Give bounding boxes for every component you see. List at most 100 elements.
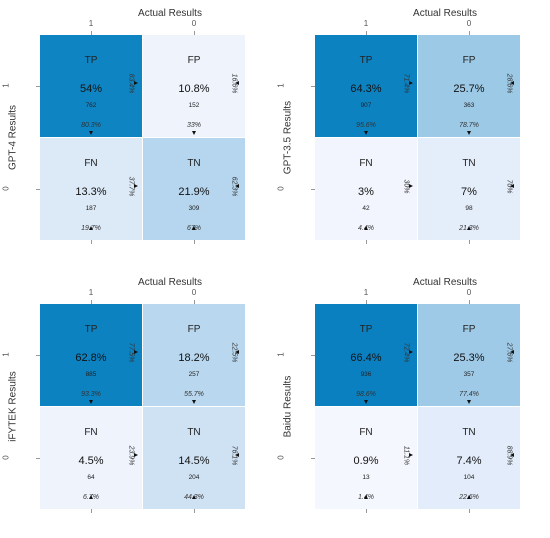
arrow-left-icon: [235, 453, 239, 457]
matrix-cell-fp: FP 25.7% 363 28.6% 78.7%: [418, 35, 520, 137]
x-tick-mark: [91, 31, 92, 35]
column-percent: 78.7%: [459, 122, 479, 129]
cell-label: TP: [84, 324, 98, 335]
x-tick-label: 0: [191, 288, 197, 297]
x-tick-label: 0: [466, 288, 472, 297]
y-tick-label: 1: [1, 83, 11, 88]
matrix-cell-tn: TN 7% 98 70% 21.3%: [418, 138, 520, 240]
x-axis-title: Actual Results: [138, 277, 202, 288]
arrow-down-icon: [89, 131, 93, 135]
matrix-grid: TP 66.4% 936 72.4% 98.6% FP 25.3% 357 27.6% 77.4%…: [315, 304, 520, 509]
y-axis-title: GPT-3.5 Results: [282, 100, 294, 175]
x-tick-mark-bottom: [469, 509, 470, 513]
matrix-cell-fn: FN 3% 42 30% 4.4%: [315, 138, 417, 240]
cell-label: FP: [462, 55, 476, 66]
y-tick-mark: [311, 458, 315, 459]
cell-count: 204: [188, 474, 200, 481]
cell-count: 363: [463, 102, 475, 109]
cell-count: 104: [463, 474, 475, 481]
cell-count: 357: [463, 371, 475, 378]
cell-count: 152: [188, 102, 200, 109]
cell-label: FN: [84, 427, 98, 438]
arrow-down-icon: [467, 131, 471, 135]
x-tick-mark-bottom: [469, 240, 470, 244]
confusion-matrix-panel: Actual Results Baidu Results 1 0 1 0 TP 66.4% 93…: [275, 269, 550, 538]
matrix-grid: TP 62.8% 885 77.5% 93.3% FP 18.2% 257 22.5% 55.7%…: [40, 304, 245, 509]
cell-label: TP: [359, 55, 373, 66]
column-percent: 55.7%: [184, 391, 204, 398]
x-tick-label: 1: [363, 19, 369, 28]
x-axis-title: Actual Results: [413, 8, 477, 19]
x-tick-mark: [366, 300, 367, 304]
cell-percent: 13.3%: [75, 186, 107, 198]
cell-label: TN: [187, 427, 201, 438]
y-tick-label: 0: [1, 455, 11, 460]
arrow-down-icon: [192, 400, 196, 404]
matrix-cell-tp: TP 64.3% 907 71.4% 95.6%: [315, 35, 417, 137]
cell-percent: 54%: [79, 83, 103, 95]
cell-label: FP: [187, 324, 201, 335]
matrix-cell-fn: FN 0.9% 13 11.1% 1.4%: [315, 407, 417, 509]
matrix-cell-fp: FP 18.2% 257 22.5% 55.7%: [143, 304, 245, 406]
cell-percent: 0.9%: [353, 455, 379, 467]
y-tick-mark: [36, 355, 40, 356]
cell-count: 13: [362, 474, 370, 481]
arrow-left-icon: [510, 350, 514, 354]
arrow-right-icon: [409, 184, 413, 188]
arrow-left-icon: [235, 350, 239, 354]
matrix-cell-fn: FN 13.3% 187 37.7% 19.7%: [40, 138, 142, 240]
cell-label: FN: [359, 158, 373, 169]
cell-percent: 7%: [461, 186, 477, 198]
matrix-cell-tp: TP 66.4% 936 72.4% 98.6%: [315, 304, 417, 406]
cell-count: 64: [87, 474, 95, 481]
arrow-up-icon: [192, 495, 196, 499]
column-percent: 77.4%: [459, 391, 479, 398]
x-tick-label: 1: [363, 288, 369, 297]
cell-percent: 7.4%: [456, 455, 482, 467]
arrow-left-icon: [235, 184, 239, 188]
y-tick-label: 0: [1, 186, 11, 191]
y-tick-mark: [36, 458, 40, 459]
y-tick-label: 1: [1, 352, 11, 357]
cell-label: TP: [359, 324, 373, 335]
x-tick-mark: [194, 31, 195, 35]
cell-count: 42: [362, 205, 370, 212]
cell-percent: 21.9%: [178, 186, 210, 198]
cell-percent: 18.2%: [178, 352, 210, 364]
arrow-up-icon: [467, 226, 471, 230]
cell-count: 98: [465, 205, 473, 212]
x-tick-label: 0: [191, 19, 197, 28]
cell-percent: 4.5%: [78, 455, 104, 467]
column-percent: 33%: [186, 122, 201, 129]
y-tick-mark: [36, 86, 40, 87]
arrow-down-icon: [364, 400, 368, 404]
cell-percent: 64.3%: [350, 83, 382, 95]
matrix-cell-tp: TP 62.8% 885 77.5% 93.3%: [40, 304, 142, 406]
arrow-up-icon: [192, 226, 196, 230]
cell-label: FN: [84, 158, 98, 169]
arrow-down-icon: [192, 131, 196, 135]
y-axis-title: Baidu Results: [282, 375, 294, 438]
cell-label: FP: [187, 55, 201, 66]
arrow-up-icon: [467, 495, 471, 499]
y-tick-label: 0: [276, 455, 286, 460]
y-tick-label: 1: [276, 352, 286, 357]
cell-percent: 62.8%: [75, 352, 107, 364]
arrow-left-icon: [510, 453, 514, 457]
arrow-right-icon: [134, 453, 138, 457]
arrow-right-icon: [134, 184, 138, 188]
cell-label: FP: [462, 324, 476, 335]
matrix-cell-tn: TN 7.4% 104 88.9% 22.6%: [418, 407, 520, 509]
matrix-cell-tp: TP 54% 762 83.4% 80.3%: [40, 35, 142, 137]
cell-label: TN: [462, 158, 476, 169]
confusion-matrix-panel: Actual Results GPT-3.5 Results 1 0 1 0 TP 64.3%…: [275, 0, 550, 269]
x-tick-label: 1: [88, 19, 94, 28]
cell-label: TP: [84, 55, 98, 66]
arrow-right-icon: [134, 350, 138, 354]
arrow-left-icon: [510, 184, 514, 188]
cell-label: TN: [462, 427, 476, 438]
cell-count: 907: [360, 102, 372, 109]
cell-count: 187: [85, 205, 97, 212]
x-tick-mark: [366, 31, 367, 35]
x-tick-mark-bottom: [91, 509, 92, 513]
